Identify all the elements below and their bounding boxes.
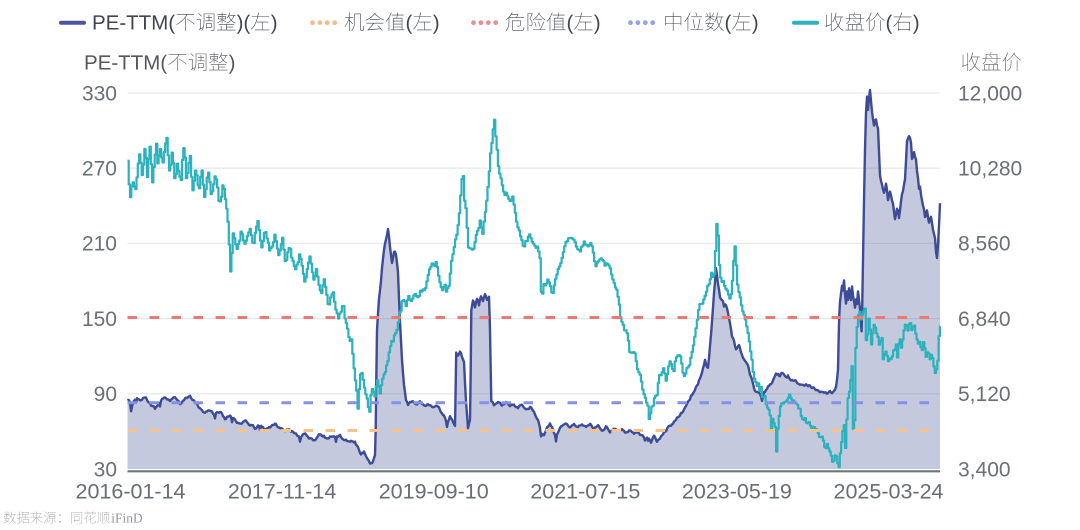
svg-text:8,560: 8,560 [958,233,1011,256]
svg-text:6,840: 6,840 [958,308,1011,331]
svg-text:12,000: 12,000 [958,82,1022,105]
svg-text:2025-03-24: 2025-03-24 [834,480,944,504]
svg-text:30: 30 [94,458,117,481]
svg-text:2021-07-15: 2021-07-15 [530,480,640,504]
svg-text:90: 90 [94,383,117,406]
svg-text:3,400: 3,400 [958,458,1011,481]
svg-text:210: 210 [82,233,117,256]
svg-text:330: 330 [82,82,117,105]
svg-text:2023-05-19: 2023-05-19 [682,480,792,504]
svg-text:2017-11-14: 2017-11-14 [228,480,336,504]
svg-text:2016-01-14: 2016-01-14 [76,480,186,504]
svg-text:10,280: 10,280 [958,158,1022,181]
svg-text:270: 270 [82,158,117,181]
svg-text:150: 150 [82,308,117,331]
svg-text:5,120: 5,120 [958,383,1011,406]
svg-text:2019-09-10: 2019-09-10 [379,480,489,504]
